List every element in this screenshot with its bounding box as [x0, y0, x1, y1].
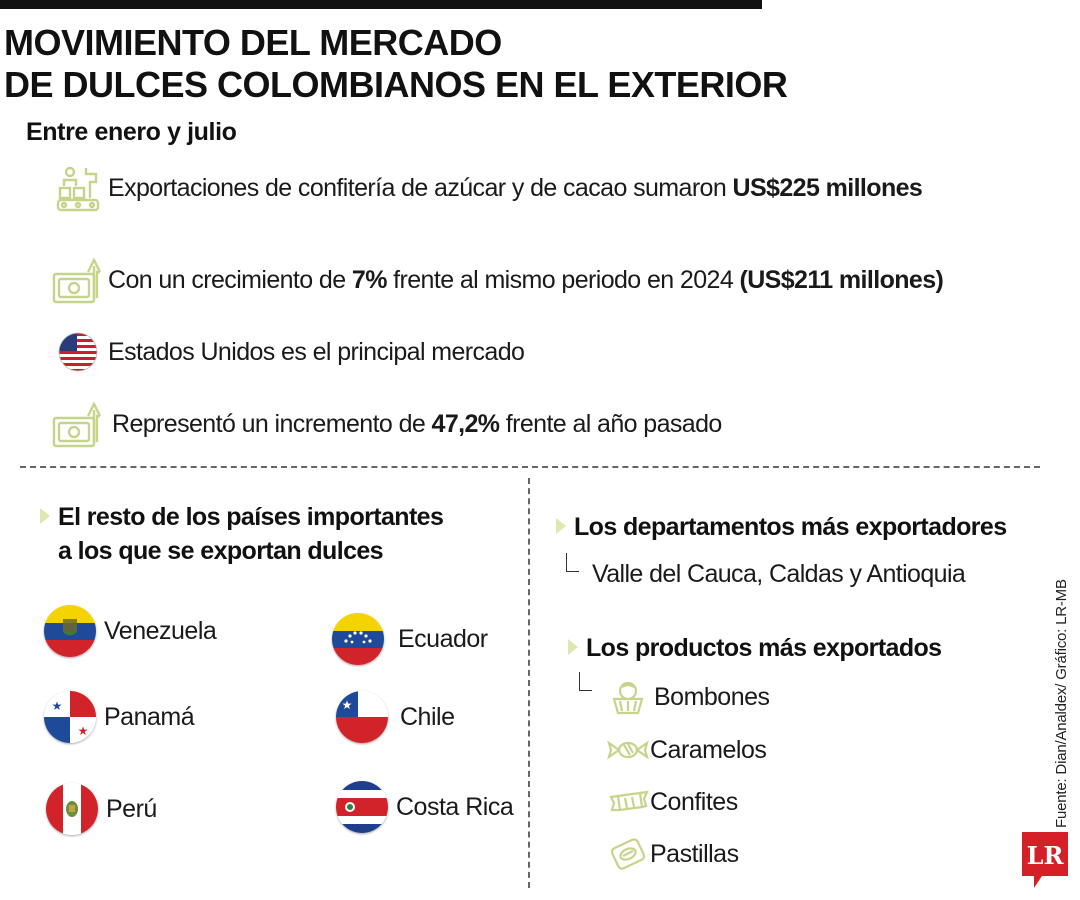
bullet-triangle-icon	[556, 518, 566, 534]
vertical-divider	[528, 478, 530, 888]
wrapped-candy-icon	[607, 740, 649, 760]
product-item: Bombones	[606, 677, 770, 717]
title-line-2: DE DULCES COLOMBIANOS EN EL EXTERIOR	[4, 64, 788, 105]
countries-heading-line-1: El resto de los países importantes	[58, 503, 444, 531]
stat-row: Representó un incremento de 47,2% frente…	[50, 396, 722, 452]
candy-bar-icon	[609, 790, 649, 812]
chile-flag-icon: ★	[336, 691, 388, 743]
country-name: Perú	[106, 794, 157, 823]
horizontal-divider	[20, 466, 1040, 468]
product-name: Caramelos	[650, 735, 767, 764]
costa-rica-flag-icon	[336, 781, 388, 833]
stat-row: Estados Unidos es el principal mercado	[50, 324, 525, 380]
stat-text-pre: Exportaciones de confitería de azúcar y …	[108, 173, 733, 202]
products-heading-text: Los productos más exportados	[586, 634, 942, 662]
lozenge-icon	[610, 838, 646, 870]
stat-text: Estados Unidos es el principal mercado	[108, 337, 525, 367]
country-item: Costa Rica	[336, 780, 514, 834]
stat-text: Con un crecimiento de 7% frente al mismo…	[108, 265, 944, 295]
country-item: Venezuela	[44, 604, 217, 658]
products-heading: Los productos más exportados	[568, 631, 942, 665]
country-item: ★ ★ Panamá	[44, 690, 195, 744]
svg-text:★: ★	[52, 699, 63, 713]
stat-value-2: (US$211 millones)	[739, 265, 944, 294]
svg-text:★: ★	[78, 724, 89, 738]
page-title: MOVIMIENTO DEL MERCADO DE DULCES COLOMBI…	[4, 22, 788, 106]
stat-text-pre: Con un crecimiento de	[108, 265, 352, 294]
bullet-triangle-icon	[40, 508, 50, 524]
title-line-1: MOVIMIENTO DEL MERCADO	[4, 22, 502, 63]
ecuador-flag-icon	[332, 613, 384, 665]
departments-heading-text: Los departamentos más exportadores	[574, 513, 1007, 541]
countries-heading-line-2: a los que se exportan dulces	[58, 537, 384, 565]
tree-connector	[579, 672, 592, 691]
svg-text:★: ★	[342, 698, 353, 712]
lr-logo: LR	[1022, 832, 1068, 888]
product-item: Confites	[606, 782, 738, 822]
panama-flag-icon: ★ ★	[44, 691, 96, 743]
product-name: Confites	[650, 787, 738, 816]
us-flag-icon	[58, 332, 98, 372]
bullet-triangle-icon	[568, 639, 578, 655]
product-item: Pastillas	[606, 834, 739, 874]
stat-text: Exportaciones de confitería de azúcar y …	[108, 173, 923, 203]
country-name: Ecuador	[398, 624, 488, 653]
country-item: Perú	[46, 782, 157, 836]
stat-text-pre: Estados Unidos es el principal mercado	[108, 337, 525, 366]
stat-row: Con un crecimiento de 7% frente al mismo…	[50, 252, 944, 308]
factory-icon	[56, 166, 100, 212]
country-name: Panamá	[104, 702, 195, 731]
stat-text-pre: Representó un incremento de	[112, 409, 432, 438]
source-credit: Fuente: Dian/Analdex/ Gráfico: LR-MB	[1053, 579, 1070, 828]
departments-list: Valle del Cauca, Caldas y Antioquia	[592, 560, 966, 588]
top-bar	[0, 0, 762, 9]
country-item: ★ Chile	[336, 690, 455, 744]
stat-text: Representó un incremento de 47,2% frente…	[112, 410, 722, 439]
money-growth-icon	[52, 401, 102, 448]
tree-connector	[566, 553, 579, 572]
svg-text:LR: LR	[1027, 841, 1065, 870]
product-name: Pastillas	[650, 839, 739, 868]
stat-text-post: frente al año pasado	[499, 409, 723, 438]
stat-value: 7%	[351, 265, 388, 294]
stat-row: Exportaciones de confitería de azúcar y …	[50, 160, 923, 216]
subtitle: Entre enero y julio	[26, 118, 237, 146]
country-name: Venezuela	[104, 616, 217, 645]
country-name: Costa Rica	[396, 792, 514, 821]
stat-value: 47,2%	[431, 409, 500, 438]
country-name: Chile	[400, 702, 455, 731]
product-item: Caramelos	[606, 730, 767, 770]
bonbon-icon	[612, 681, 644, 715]
country-item: Ecuador	[332, 612, 488, 666]
stat-text-mid: frente al mismo periodo en 2024	[386, 265, 740, 294]
departments-heading: Los departamentos más exportadores	[556, 510, 1007, 544]
venezuela-flag-icon	[44, 605, 96, 657]
product-name: Bombones	[654, 682, 770, 711]
money-growth-icon	[52, 257, 102, 304]
peru-flag-icon	[46, 783, 98, 835]
stat-value: US$225 millones	[732, 173, 923, 202]
countries-heading: El resto de los países importantes a los…	[40, 500, 444, 568]
